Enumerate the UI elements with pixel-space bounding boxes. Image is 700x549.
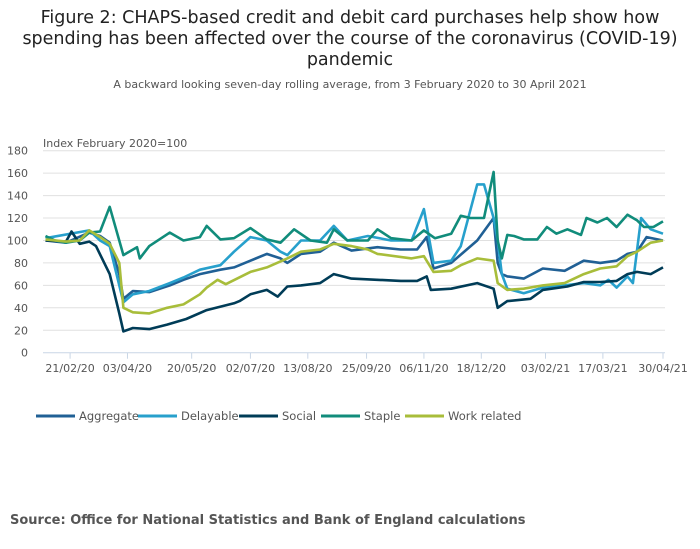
y-tick-label: 40 bbox=[14, 302, 28, 315]
y-tick-label: 140 bbox=[7, 190, 28, 203]
series-line-social bbox=[45, 230, 664, 333]
x-tick-label: 06/11/20 bbox=[399, 362, 448, 375]
x-tick-label: 18/12/20 bbox=[457, 362, 506, 375]
legend-item-aggregate: Aggregate bbox=[36, 409, 139, 423]
y-axis-label: Index February 2020=100 bbox=[43, 137, 187, 150]
y-tick-label: 100 bbox=[7, 234, 28, 247]
x-tick-label: 20/05/20 bbox=[167, 362, 216, 375]
x-tick-label: 02/07/20 bbox=[226, 362, 275, 375]
legend-label: Work related bbox=[448, 409, 521, 423]
x-tick-label: 13/08/20 bbox=[283, 362, 332, 375]
legend-item-staple: Staple bbox=[321, 409, 400, 423]
legend-label: Delayable bbox=[181, 409, 239, 423]
series-line-work-related bbox=[45, 229, 664, 315]
x-tick-label: 03/04/20 bbox=[103, 362, 152, 375]
y-tick-label: 60 bbox=[14, 279, 28, 292]
legend-item-work-related: Work related bbox=[405, 409, 521, 423]
legend-label: Social bbox=[282, 409, 316, 423]
y-tick-label: 180 bbox=[7, 145, 28, 158]
y-tick-label: 80 bbox=[14, 257, 28, 270]
legend-label: Staple bbox=[364, 409, 400, 423]
legend-label: Aggregate bbox=[79, 409, 139, 423]
x-tick-label: 30/04/21 bbox=[638, 362, 687, 375]
y-tick-label: 0 bbox=[21, 347, 28, 360]
series-line-aggregate bbox=[45, 216, 664, 301]
legend-item-delayable: Delayable bbox=[138, 409, 239, 423]
x-tick-label: 03/02/21 bbox=[521, 362, 570, 375]
chart-subtitle: A backward looking seven-day rolling ave… bbox=[113, 78, 587, 91]
x-tick-label: 21/02/20 bbox=[45, 362, 94, 375]
chart-title: Figure 2: CHAPS-based credit and debit c… bbox=[22, 8, 678, 70]
x-tick-label: 25/09/20 bbox=[342, 362, 391, 375]
y-tick-label: 160 bbox=[7, 167, 28, 180]
source-note: Source: Office for National Statistics a… bbox=[10, 513, 526, 528]
y-tick-label: 20 bbox=[14, 324, 28, 337]
y-tick-label: 120 bbox=[7, 212, 28, 225]
series-line-staple bbox=[44, 170, 664, 260]
legend-item-social: Social bbox=[239, 409, 316, 423]
x-tick-label: 17/03/21 bbox=[578, 362, 627, 375]
